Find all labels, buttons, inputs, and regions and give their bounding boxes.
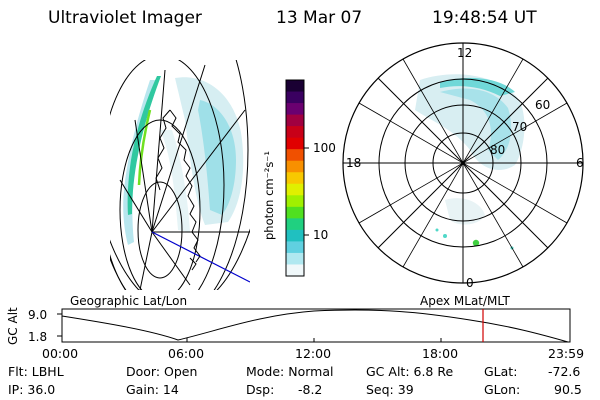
colorbar <box>286 80 304 277</box>
polar-label-12: 12 <box>457 46 473 60</box>
timeline-xtick-0600: 06:00 <box>168 346 205 361</box>
timeline-panel <box>57 308 571 343</box>
status-ip: IP: 36.0 <box>8 382 56 397</box>
observation-date: 13 Mar 07 <box>276 8 363 28</box>
status-glat-value: -72.6 <box>548 364 581 379</box>
status-glon-label: GLon: <box>484 382 521 397</box>
status-glon-value: 90.5 <box>554 382 582 397</box>
colorbar-segment <box>286 137 304 150</box>
colorbar-frame <box>285 79 305 277</box>
polar-lat-70: 70 <box>512 120 528 134</box>
polar-lat-60: 60 <box>535 98 551 112</box>
colorbar-segment <box>286 172 304 185</box>
colorbar-segment <box>286 160 304 173</box>
colorbar-segment <box>286 206 304 219</box>
colorbar-segment <box>286 229 304 243</box>
timeline-xtick-2359: 23:59 <box>548 346 585 361</box>
status-dsp-value: -8.2 <box>298 382 323 397</box>
timeline-xtick-1200: 12:00 <box>295 346 332 361</box>
colorbar-segment <box>286 114 304 127</box>
timeline-yaxis-label: GC Alt <box>6 307 20 345</box>
instrument-title: Ultraviolet Imager <box>48 8 202 28</box>
timeline-frame <box>61 308 571 343</box>
status-door: Door: Open <box>126 364 198 379</box>
colorbar-segment <box>286 126 304 139</box>
status-dsp-label: Dsp: <box>246 382 275 397</box>
status-seq: Seq: 39 <box>366 382 414 397</box>
timeline-ytick-high: 9.0 <box>28 308 48 322</box>
colorbar-segment <box>286 149 304 162</box>
colorbar-segment <box>286 195 304 208</box>
colorbar-unit-label: photon cm⁻²s⁻¹ <box>262 151 276 240</box>
polar-label-18: 18 <box>346 156 362 170</box>
colorbar-segment <box>286 91 304 104</box>
status-gc-alt: GC Alt: 6.8 Re <box>366 364 454 379</box>
timeline-ytick-low: 1.8 <box>28 330 48 344</box>
geographic-projection <box>110 60 250 290</box>
colorbar-segment <box>286 264 304 277</box>
colorbar-segment <box>286 183 304 196</box>
polar-label-0: 0 <box>466 276 474 290</box>
colorbar-label-100: 100 <box>313 141 336 155</box>
colorbar-segment <box>286 80 304 93</box>
timeline-xtick-0000: 00:00 <box>42 346 79 361</box>
colorbar-label-10: 10 <box>313 228 329 242</box>
timeline-xtick-1800: 18:00 <box>422 346 459 361</box>
altitude-curve <box>61 309 569 343</box>
colorbar-segment <box>286 103 304 116</box>
polar-lat-80: 80 <box>490 143 506 157</box>
status-filter: Flt: LBHL <box>8 364 64 379</box>
polar-plot <box>342 42 584 284</box>
observation-time: 19:48:54 UT <box>432 8 537 28</box>
timeline-left-label: Geographic Lat/Lon <box>70 294 188 308</box>
timeline-right-label: Apex MLat/MLT <box>420 294 510 308</box>
status-gain: Gain: 14 <box>126 382 179 397</box>
status-mode: Mode: Normal <box>246 364 334 379</box>
colorbar-segment <box>286 241 304 254</box>
status-glat-label: GLat: <box>484 364 518 379</box>
colorbar-segment <box>286 218 304 231</box>
polar-label-6: 6 <box>576 156 584 170</box>
colorbar-segment <box>286 252 304 266</box>
